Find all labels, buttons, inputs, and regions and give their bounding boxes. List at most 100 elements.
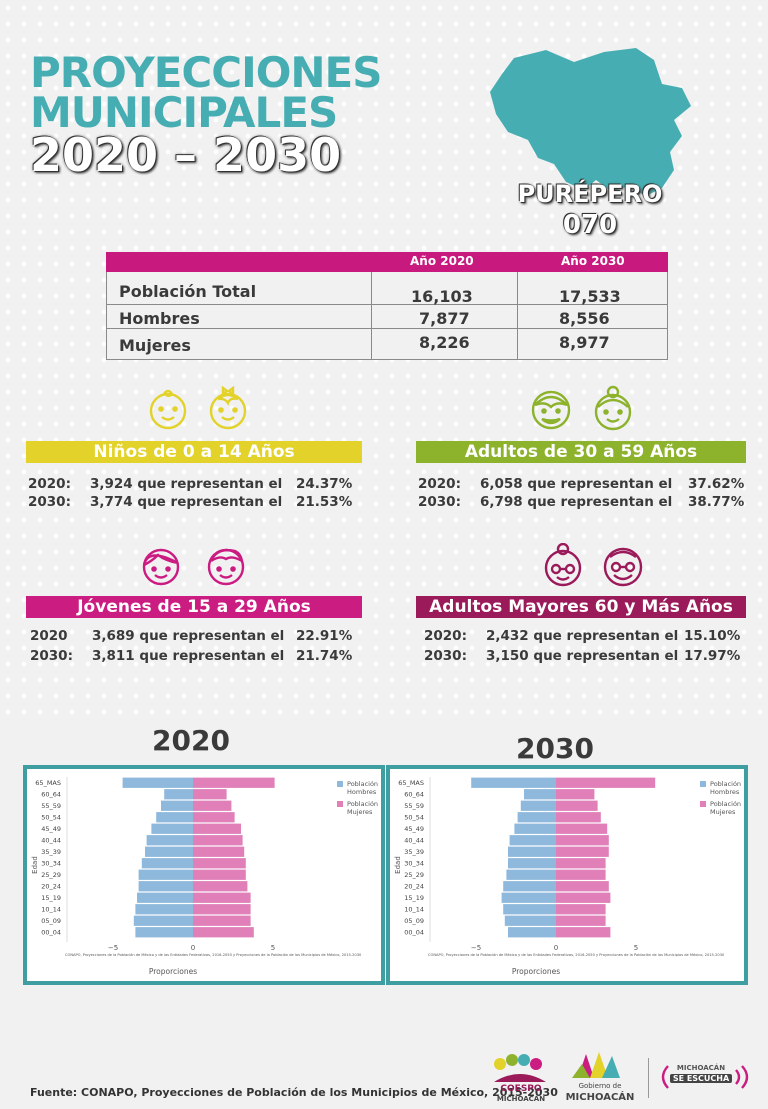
x-tick-label: 5 (634, 944, 638, 952)
y-tick-label: 00_04 (404, 929, 424, 937)
bar-hombres (508, 927, 556, 938)
bar-mujeres (193, 812, 235, 823)
mayores-line-2030: 2030: 3,150 que representan el 17.97% (424, 648, 741, 664)
bar-hombres (504, 915, 556, 926)
ninos-line-2030: 2030: 3,774 que representan el 21.53% (28, 494, 353, 510)
group-bar-ninos: Niños de 0 a 14 Años (26, 441, 362, 463)
bar-hombres (122, 777, 193, 788)
coespo-logo-icon (494, 1054, 546, 1082)
y-tick-label: 40_44 (404, 837, 424, 845)
population-table: Año 2020 Año 2030 Población Total 16,103… (106, 252, 668, 360)
legend-swatch (700, 781, 706, 787)
bar-mujeres (193, 858, 246, 869)
y-tick-label: 15_19 (41, 894, 61, 902)
jovenes-line-2020: 2020 3,689 que representan el 22.91% (30, 628, 353, 644)
speech-waves-left-icon (661, 1065, 669, 1089)
bar-hombres (514, 823, 556, 834)
mayores-line-2020: 2020: 2,432 que representan el 15.10% (424, 628, 741, 644)
bar-hombres (151, 823, 193, 834)
y-tick-label: 25_29 (41, 871, 61, 879)
bar-hombres (501, 892, 556, 903)
y-tick-label: 05_09 (41, 917, 61, 925)
bar-hombres (517, 812, 556, 823)
coespo-logo-line2: MICHOACÁN (496, 1095, 546, 1103)
y-tick-label: 00_04 (41, 929, 61, 937)
population-pyramid-2030: 65_MAS 60_64 55_59 50_54 45_49 40_44 35_39 30_3… (386, 765, 748, 985)
legend-label: Población (710, 800, 741, 808)
y-tick-label: 40_44 (41, 837, 61, 845)
x-tick-label: 0 (554, 944, 558, 952)
adultos-line-2030: 2030: 6,798 que representan el 38.77% (418, 494, 745, 510)
y-tick-label: 60_64 (404, 791, 424, 799)
y-tick-label: 35_39 (404, 848, 424, 856)
elderly-woman-face-icon (544, 543, 582, 587)
bar-hombres (156, 812, 193, 823)
bar-hombres (145, 846, 193, 857)
bar-hombres (133, 915, 193, 926)
y-tick-label: 55_59 (404, 802, 424, 810)
bar-hombres (141, 858, 193, 869)
bar-hombres (520, 800, 556, 811)
bar-mujeres (556, 904, 606, 915)
bar-mujeres (193, 904, 251, 915)
y-tick-label: 10_14 (41, 906, 61, 914)
municipality-name: PURÉPERO (517, 180, 663, 208)
y-tick-label: 30_34 (404, 860, 424, 868)
mujeres-2030: 8,977 (559, 333, 610, 352)
legend-label: Hombres (347, 788, 377, 796)
chart-source-note: CONAPO, Proyecciones de la Población de … (428, 953, 725, 957)
group-bar-mayores: Adultos Mayores 60 y Más Años (416, 596, 746, 618)
young-woman-face-icon (142, 548, 180, 586)
bar-hombres (138, 869, 193, 880)
bar-mujeres (193, 881, 248, 892)
y-tick-label: 15_19 (404, 894, 424, 902)
title-line-1: PROYECCIONES (30, 48, 383, 97)
coespo-logo-line1: COESPO (500, 1084, 542, 1094)
michoacan-escucha-line1: MICHOACÁN (676, 1064, 726, 1072)
bar-hombres (508, 846, 556, 857)
x-axis-label: Proporciones (149, 967, 197, 976)
y-tick-label: 05_09 (404, 917, 424, 925)
bar-hombres (508, 858, 556, 869)
bar-hombres (503, 904, 556, 915)
ninos-line-2020: 2020: 3,924 que representan el 24.37% (28, 476, 353, 492)
y-axis-label: Edad (31, 856, 39, 874)
bar-hombres (135, 904, 193, 915)
population-pyramid-2020: 65_MAS 60_64 55_59 50_54 45_49 40_44 35_39 30_3… (23, 765, 385, 985)
bar-mujeres (193, 915, 251, 926)
mujeres-2020: 8,226 (419, 333, 470, 352)
legend-swatch (337, 801, 343, 807)
pyramid-svg-2030: 65_MAS 60_64 55_59 50_54 45_49 40_44 35_39 30_3… (394, 777, 741, 976)
x-tick-label: 0 (191, 944, 195, 952)
bar-mujeres (193, 789, 227, 800)
y-tick-label: 30_34 (41, 860, 61, 868)
y-tick-label: 10_14 (404, 906, 424, 914)
table-body: Población Total 16,103 17,533 Hombres 7,… (106, 272, 668, 360)
column-header-2020: Año 2020 (410, 254, 474, 268)
speech-waves-right-icon (735, 1065, 749, 1089)
adultos-line-2020: 2020: 6,058 que representan el 37.62% (418, 476, 745, 492)
group-bar-jovenes: Jóvenes de 15 a 29 Años (26, 596, 362, 618)
hombres-2020: 7,877 (419, 309, 470, 328)
bar-hombres (509, 835, 556, 846)
table-header: Año 2020 Año 2030 (106, 252, 668, 272)
baby-face-icon (149, 389, 187, 430)
y-tick-label: 50_54 (41, 814, 61, 822)
adult-woman-face-icon (594, 385, 632, 431)
y-tick-label: 35_39 (41, 848, 61, 856)
x-tick-label: −5 (108, 944, 118, 952)
row-label-total: Población Total (119, 282, 257, 301)
bar-mujeres (193, 823, 241, 834)
title-years: 2020 – 2030 (30, 128, 342, 182)
pyramid-svg-2020: 65_MAS 60_64 55_59 50_54 45_49 40_44 35_39 30_3… (31, 777, 378, 976)
bar-mujeres (193, 927, 254, 938)
y-tick-label: 60_64 (41, 791, 61, 799)
total-2030: 17,533 (559, 287, 621, 306)
bar-hombres (506, 869, 556, 880)
bar-mujeres (556, 800, 598, 811)
title-line-2: MUNICIPALES (30, 88, 338, 137)
bar-mujeres (556, 869, 606, 880)
group-bar-adultos: Adultos de 30 a 59 Años (416, 441, 746, 463)
bar-hombres (138, 881, 193, 892)
y-tick-label: 50_54 (404, 814, 424, 822)
